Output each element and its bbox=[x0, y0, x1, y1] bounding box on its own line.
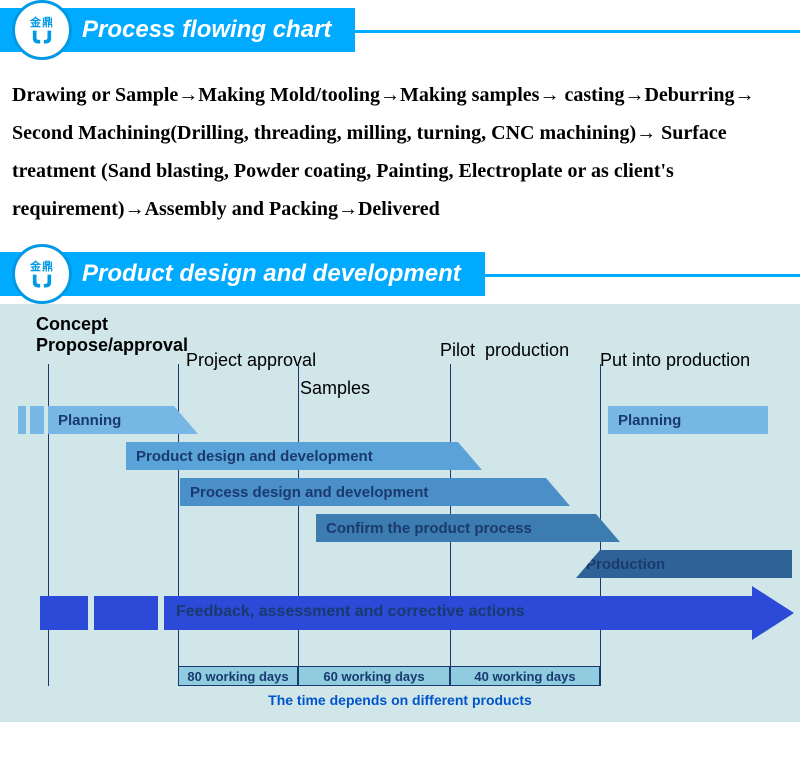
feedback-pre bbox=[40, 596, 88, 630]
milestone-label: Samples bbox=[300, 378, 370, 399]
feedback-pre bbox=[94, 596, 158, 630]
duration-cell: 80 working days bbox=[178, 666, 298, 686]
pre-segment bbox=[30, 406, 44, 434]
milestone-label: Put into production bbox=[600, 350, 750, 371]
pre-segment bbox=[18, 406, 26, 434]
duration-cell: 60 working days bbox=[298, 666, 450, 686]
milestone-label: Project approval bbox=[186, 350, 316, 371]
gantt-footnote: The time depends on different products bbox=[0, 692, 800, 708]
gantt-chart: Concept Propose/approvalProject approval… bbox=[0, 304, 800, 722]
gantt-bar: Product design and development bbox=[126, 442, 482, 470]
logo-text: 金鼎 bbox=[30, 14, 54, 30]
process-flow-text: Drawing or Sample→Making Mold/tooling→Ma… bbox=[0, 60, 800, 244]
feedback-arrow-head bbox=[752, 586, 794, 640]
milestone-line bbox=[298, 364, 299, 686]
gantt-bar: Planning bbox=[608, 406, 768, 434]
company-logo-icon: 金鼎 bbox=[12, 244, 72, 304]
milestone-label: Concept Propose/approval bbox=[36, 314, 188, 356]
section2-header: 金鼎 Product design and development bbox=[0, 244, 800, 304]
section1-header: 金鼎 Process flowing chart bbox=[0, 0, 800, 60]
gantt-bar: Confirm the product process bbox=[316, 514, 620, 542]
gantt-bar: Planning bbox=[48, 406, 198, 434]
logo-text: 金鼎 bbox=[30, 258, 54, 274]
gantt-bar: Process design and development bbox=[180, 478, 570, 506]
milestone-label: Pilot production bbox=[440, 340, 569, 361]
feedback-label: Feedback, assessment and corrective acti… bbox=[176, 603, 525, 621]
duration-cell: 40 working days bbox=[450, 666, 600, 686]
gantt-bar: Production bbox=[576, 550, 792, 578]
company-logo-icon: 金鼎 bbox=[12, 0, 72, 60]
section2-title: Product design and development bbox=[0, 252, 485, 296]
